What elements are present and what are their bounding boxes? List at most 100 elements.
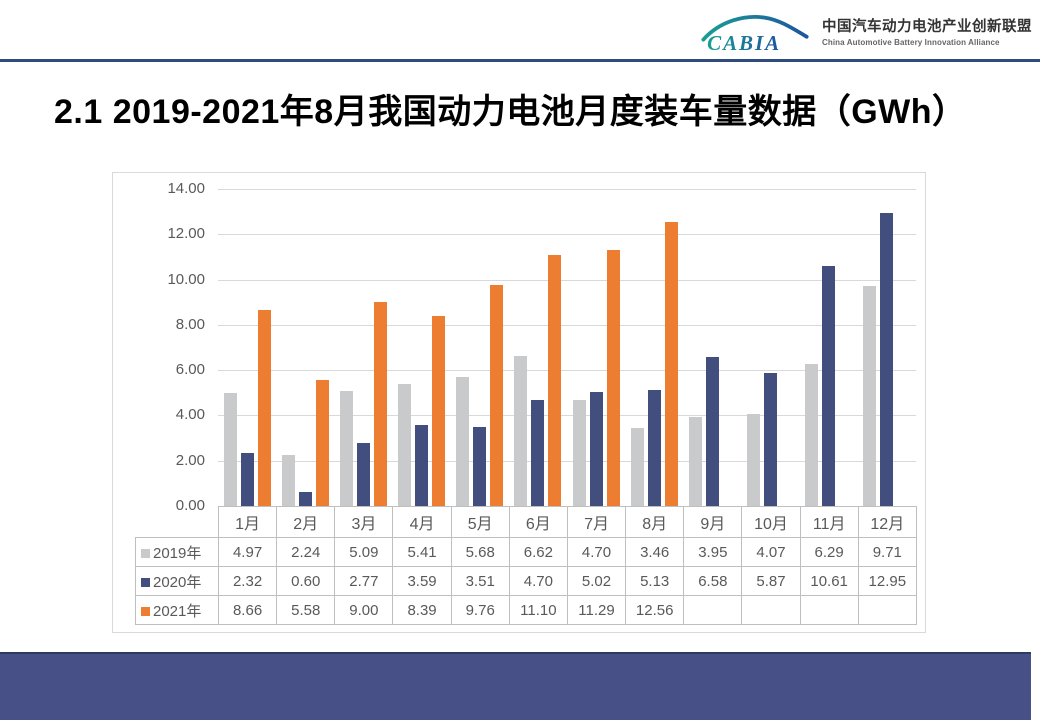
footer-bar [0,652,1031,720]
value-cell: 9.76 [450,595,510,625]
bar-2019年-3月 [339,390,353,506]
bar-2020年-10月 [764,373,778,506]
value-cell: 5.87 [741,566,801,596]
data-table: 1月 2月 3月 4月 5月 6月 7月 8月 9月 10月 11月 12月 2019年 4.97 2.24… [135,506,917,625]
legend-cell: 2019年 [135,537,219,567]
value-cell: 0.60 [276,566,336,596]
value-cell [741,595,801,625]
legend-cell: 2021年 [135,595,219,625]
bar-2021年-1月 [257,309,271,506]
gridline-8.00 [218,324,916,326]
bar-2021年-7月 [606,250,620,506]
value-cell: 3.46 [625,537,685,567]
bar-2019年-11月 [805,363,819,506]
bar-2019年-2月 [281,455,295,506]
chart-container: 1月 2月 3月 4月 5月 6月 7月 8月 9月 10月 11月 12月 2019年 4.97 2.24… [112,172,926,633]
month-header: 1月 [217,506,278,538]
svg-text:CABIA: CABIA [707,31,781,53]
value-cell: 4.07 [741,537,801,567]
logo: CABIA 中国汽车动力电池产业创新联盟 China Automotive Ba… [696,6,1032,56]
value-cell [683,595,743,625]
value-cell: 5.41 [392,537,452,567]
month-header: 10月 [741,506,801,538]
bar-2021年-5月 [490,285,504,506]
bar-2019年-4月 [398,383,412,506]
chart-data-table: 1月 2月 3月 4月 5月 6月 7月 8月 9月 10月 11月 12月 2019年 4.97 2.24… [135,506,917,625]
bar-2019年-10月 [747,413,761,506]
bar-2021年-3月 [373,302,387,506]
month-header: 11月 [799,506,859,538]
value-cell: 6.58 [683,566,743,596]
bar-2020年-8月 [647,389,661,506]
legend-cell: 2020年 [135,566,219,596]
value-cell: 4.97 [217,537,278,567]
gridline-12.00 [218,234,916,236]
gridline-2.00 [218,460,916,462]
value-cell: 5.02 [566,566,627,596]
y-axis-tick-label: 12.00 [167,225,205,243]
legend-key-icon [141,548,150,558]
bar-2020年-3月 [356,443,370,506]
value-cell: 5.68 [450,537,510,567]
bar-2019年-6月 [514,356,528,506]
value-cell: 9.00 [334,595,394,625]
bar-2020年-11月 [822,265,836,506]
legend-key-icon [141,577,150,587]
gridline-4.00 [218,415,916,417]
value-cell: 9.71 [857,537,917,567]
value-cell: 6.29 [799,537,859,567]
y-axis-tick-label: 6.00 [175,361,205,379]
value-cell: 6.62 [508,537,568,567]
value-cell: 8.66 [217,595,278,625]
bar-2020年-6月 [531,399,545,506]
value-cell: 8.39 [392,595,452,625]
y-axis-tick-label: 14.00 [167,180,205,197]
y-axis-tick-label: 2.00 [175,451,205,469]
logo-text-cn: 中国汽车动力电池产业创新联盟 [822,19,1032,35]
bar-2019年-1月 [223,393,237,506]
bar-2019年-5月 [456,377,470,506]
value-cell: 5.13 [625,566,685,596]
chart-plot-area [218,189,916,506]
month-header: 9月 [683,506,743,538]
value-cell: 2.77 [334,566,394,596]
bar-2021年-6月 [548,254,562,506]
value-cell: 4.70 [566,537,627,567]
header-divider [0,59,1040,62]
y-axis-tick-label: 10.00 [167,270,205,288]
value-cell: 12.56 [625,595,685,625]
month-header: 3月 [334,506,394,538]
value-cell: 2.32 [217,566,278,596]
bar-2020年-9月 [705,357,719,506]
month-header: 2月 [276,506,336,538]
value-cell [857,595,917,625]
bar-2020年-7月 [589,392,603,506]
cabia-logo-icon: CABIA [701,15,809,53]
bar-2019年-8月 [630,427,644,506]
bar-2021年-8月 [664,221,678,506]
bar-2020年-12月 [880,212,894,506]
bar-2019年-9月 [688,416,702,506]
month-header: 12月 [857,506,917,538]
gridline-14.00 [218,189,916,190]
logo-text-en: China Automotive Battery Innovation Alli… [822,38,1000,47]
month-header: 8月 [625,506,685,538]
bar-2020年-5月 [473,426,487,506]
value-cell: 4.70 [508,566,568,596]
bar-2021年-2月 [315,379,329,506]
value-cell: 3.59 [392,566,452,596]
value-cell: 2.24 [276,537,336,567]
value-cell: 12.95 [857,566,917,596]
bar-2020年-1月 [240,453,254,506]
y-axis-tick-label: 4.00 [175,406,205,424]
value-cell: 3.95 [683,537,743,567]
value-cell: 10.61 [799,566,859,596]
value-cell: 3.51 [450,566,510,596]
value-cell [799,595,859,625]
y-axis-tick-label: 0.00 [175,497,205,514]
value-cell: 11.10 [508,595,568,625]
month-header: 6月 [508,506,568,538]
bar-2019年-7月 [572,399,586,506]
legend-key-icon [141,606,150,616]
